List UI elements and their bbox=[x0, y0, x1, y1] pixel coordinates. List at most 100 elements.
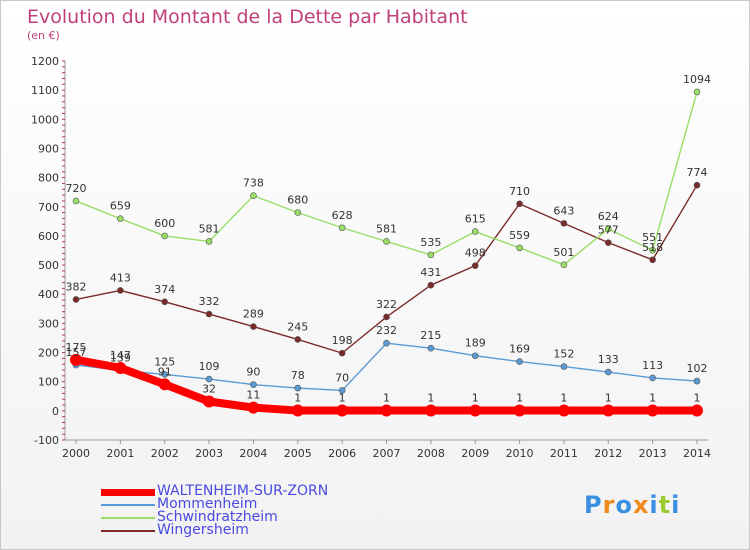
series-point bbox=[471, 228, 479, 235]
data-label: 169 bbox=[509, 343, 530, 356]
series-point bbox=[560, 220, 568, 227]
series-point bbox=[602, 404, 615, 417]
data-label: 1 bbox=[294, 392, 301, 405]
x-tick-label: 2005 bbox=[284, 447, 312, 460]
series-point bbox=[471, 352, 479, 360]
y-tick-label: 600 bbox=[38, 230, 59, 243]
y-tick-label: 400 bbox=[38, 288, 59, 301]
data-label: 774 bbox=[687, 166, 708, 179]
series-point bbox=[161, 298, 169, 306]
x-tick-label: 2003 bbox=[195, 447, 223, 460]
y-tick-label: 900 bbox=[38, 142, 59, 155]
data-label: 518 bbox=[642, 241, 663, 254]
series-point bbox=[646, 404, 659, 417]
series-point bbox=[247, 401, 260, 414]
logo-letter: i bbox=[649, 491, 659, 519]
series-point bbox=[471, 262, 479, 269]
series-point bbox=[72, 296, 80, 303]
series-point bbox=[158, 378, 171, 391]
data-label: 289 bbox=[243, 308, 264, 321]
data-label: 1 bbox=[605, 392, 612, 405]
data-label: 600 bbox=[154, 217, 175, 230]
chart-title: Evolution du Montant de la Dette par Hab… bbox=[27, 6, 468, 28]
data-label: 659 bbox=[110, 200, 131, 213]
series-point bbox=[72, 197, 80, 205]
y-tick-label: 700 bbox=[38, 201, 59, 214]
proxiti-logo: Proxiti bbox=[584, 491, 680, 519]
x-tick-label: 2004 bbox=[239, 447, 267, 460]
data-label: 90 bbox=[246, 366, 260, 379]
data-label: 710 bbox=[509, 185, 530, 198]
data-label: 577 bbox=[598, 224, 619, 237]
chart-unit: (en €) bbox=[27, 29, 60, 42]
y-tick-label: 1100 bbox=[31, 84, 59, 97]
data-label: 1 bbox=[560, 392, 567, 405]
series-point bbox=[117, 215, 124, 223]
series-point bbox=[649, 256, 656, 264]
series-point bbox=[427, 281, 435, 289]
data-label: 382 bbox=[66, 280, 87, 293]
logo-letter: t bbox=[658, 491, 672, 519]
y-tick-label: 300 bbox=[38, 317, 59, 330]
data-label: 175 bbox=[66, 341, 87, 354]
data-label: 198 bbox=[332, 334, 353, 347]
data-label: 374 bbox=[154, 283, 175, 296]
data-label: 431 bbox=[420, 266, 441, 279]
series-point bbox=[383, 238, 390, 245]
series-point bbox=[604, 225, 612, 233]
series-point bbox=[424, 404, 437, 417]
data-label: 113 bbox=[642, 359, 663, 372]
series-point bbox=[557, 404, 570, 417]
data-label: 147 bbox=[110, 349, 131, 362]
data-label: 581 bbox=[376, 222, 397, 235]
y-tick-label: 800 bbox=[38, 172, 59, 185]
x-tick-label: 2000 bbox=[62, 447, 90, 460]
data-label: 1094 bbox=[683, 73, 711, 86]
data-label: 581 bbox=[199, 222, 220, 235]
y-tick-label: -100 bbox=[34, 434, 59, 447]
series-point bbox=[649, 246, 656, 254]
x-tick-label: 2013 bbox=[639, 447, 667, 460]
series-point bbox=[291, 404, 304, 417]
data-label: 1 bbox=[516, 392, 523, 405]
series-point bbox=[294, 209, 302, 216]
legend-swatch bbox=[101, 504, 155, 506]
x-tick-label: 2009 bbox=[461, 447, 489, 460]
y-tick-label: 0 bbox=[52, 405, 59, 418]
data-label: 332 bbox=[199, 295, 220, 308]
y-tick-label: 500 bbox=[38, 259, 59, 272]
data-label: 680 bbox=[287, 194, 308, 207]
data-label: 11 bbox=[246, 389, 260, 402]
data-label: 139 bbox=[110, 351, 131, 364]
data-label: 102 bbox=[687, 362, 708, 375]
series-point bbox=[383, 313, 390, 321]
x-tick-label: 2001 bbox=[106, 447, 134, 460]
series-point bbox=[380, 404, 393, 417]
series-point bbox=[250, 323, 257, 330]
series-point bbox=[205, 310, 213, 318]
data-label: 322 bbox=[376, 298, 397, 311]
data-label: 559 bbox=[509, 229, 530, 242]
series-point bbox=[693, 88, 701, 96]
logo-letter: x bbox=[632, 491, 650, 519]
series-point bbox=[338, 224, 346, 232]
x-tick-label: 2006 bbox=[328, 447, 356, 460]
x-tick-label: 2002 bbox=[151, 447, 179, 460]
series-point bbox=[294, 336, 302, 343]
data-label: 498 bbox=[465, 247, 486, 260]
x-tick-label: 2010 bbox=[506, 447, 534, 460]
series-point bbox=[513, 404, 526, 417]
series-point bbox=[560, 363, 568, 370]
series-point bbox=[205, 238, 213, 245]
series-point bbox=[560, 261, 568, 269]
data-label: 91 bbox=[158, 365, 172, 378]
x-tick-label: 2011 bbox=[550, 447, 578, 460]
data-label: 551 bbox=[642, 231, 663, 244]
data-label: 1 bbox=[694, 392, 701, 405]
legend-swatch bbox=[101, 488, 155, 496]
series-point bbox=[427, 251, 435, 259]
series-point bbox=[427, 344, 435, 352]
data-label: 615 bbox=[465, 213, 486, 226]
